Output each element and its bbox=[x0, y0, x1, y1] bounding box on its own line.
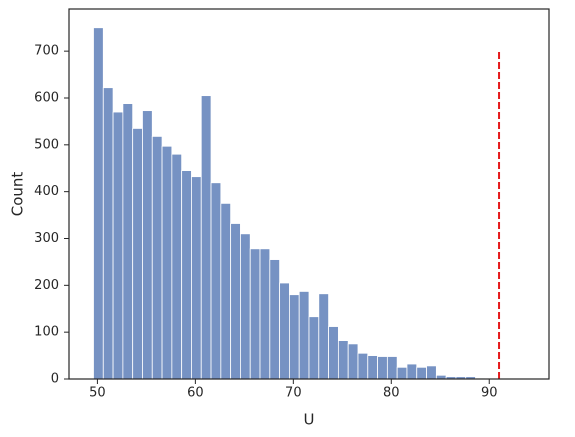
y-tick-label: 700 bbox=[34, 44, 59, 59]
x-axis-label: U bbox=[304, 411, 315, 429]
bar bbox=[308, 316, 320, 380]
bar bbox=[347, 343, 359, 380]
bar bbox=[298, 291, 310, 380]
bar bbox=[181, 170, 192, 380]
bar bbox=[210, 182, 222, 380]
bar bbox=[112, 111, 124, 380]
x-tick-label: 80 bbox=[383, 386, 400, 401]
bar bbox=[386, 356, 398, 380]
bar bbox=[240, 233, 251, 380]
y-tick-label: 300 bbox=[34, 231, 59, 246]
x-tick-label: 50 bbox=[89, 386, 106, 401]
bar bbox=[279, 282, 290, 380]
y-tick-label: 0 bbox=[51, 372, 59, 387]
bar bbox=[416, 366, 427, 380]
bar bbox=[318, 293, 329, 380]
plot-frame bbox=[68, 8, 550, 380]
x-tick-label: 60 bbox=[187, 386, 204, 401]
bar bbox=[269, 259, 281, 380]
bar bbox=[142, 110, 153, 380]
x-tick-label: 70 bbox=[285, 386, 302, 401]
bar bbox=[220, 202, 232, 380]
bar bbox=[93, 27, 104, 380]
bar bbox=[122, 103, 134, 380]
y-tick-label: 600 bbox=[34, 90, 59, 105]
bar bbox=[337, 340, 349, 380]
bar bbox=[328, 326, 339, 380]
bar bbox=[171, 153, 183, 380]
bar bbox=[367, 355, 378, 380]
y-tick-label: 200 bbox=[34, 278, 59, 293]
bar bbox=[426, 365, 437, 380]
x-tick-label: 90 bbox=[481, 386, 498, 401]
y-tick-label: 400 bbox=[34, 184, 59, 199]
bar bbox=[151, 135, 163, 380]
bar bbox=[406, 363, 418, 380]
y-tick-label: 500 bbox=[34, 137, 59, 152]
bar bbox=[396, 366, 408, 380]
bar bbox=[377, 356, 388, 380]
bar bbox=[357, 352, 369, 380]
bar bbox=[230, 223, 241, 380]
bar bbox=[191, 176, 202, 380]
bar bbox=[102, 87, 114, 380]
bar bbox=[289, 294, 300, 380]
bar bbox=[161, 145, 173, 380]
bar bbox=[249, 248, 261, 380]
bar bbox=[259, 248, 271, 380]
bar bbox=[132, 128, 143, 380]
bar bbox=[200, 95, 212, 380]
y-axis-label: Count bbox=[9, 172, 27, 217]
y-tick-label: 100 bbox=[34, 325, 59, 340]
